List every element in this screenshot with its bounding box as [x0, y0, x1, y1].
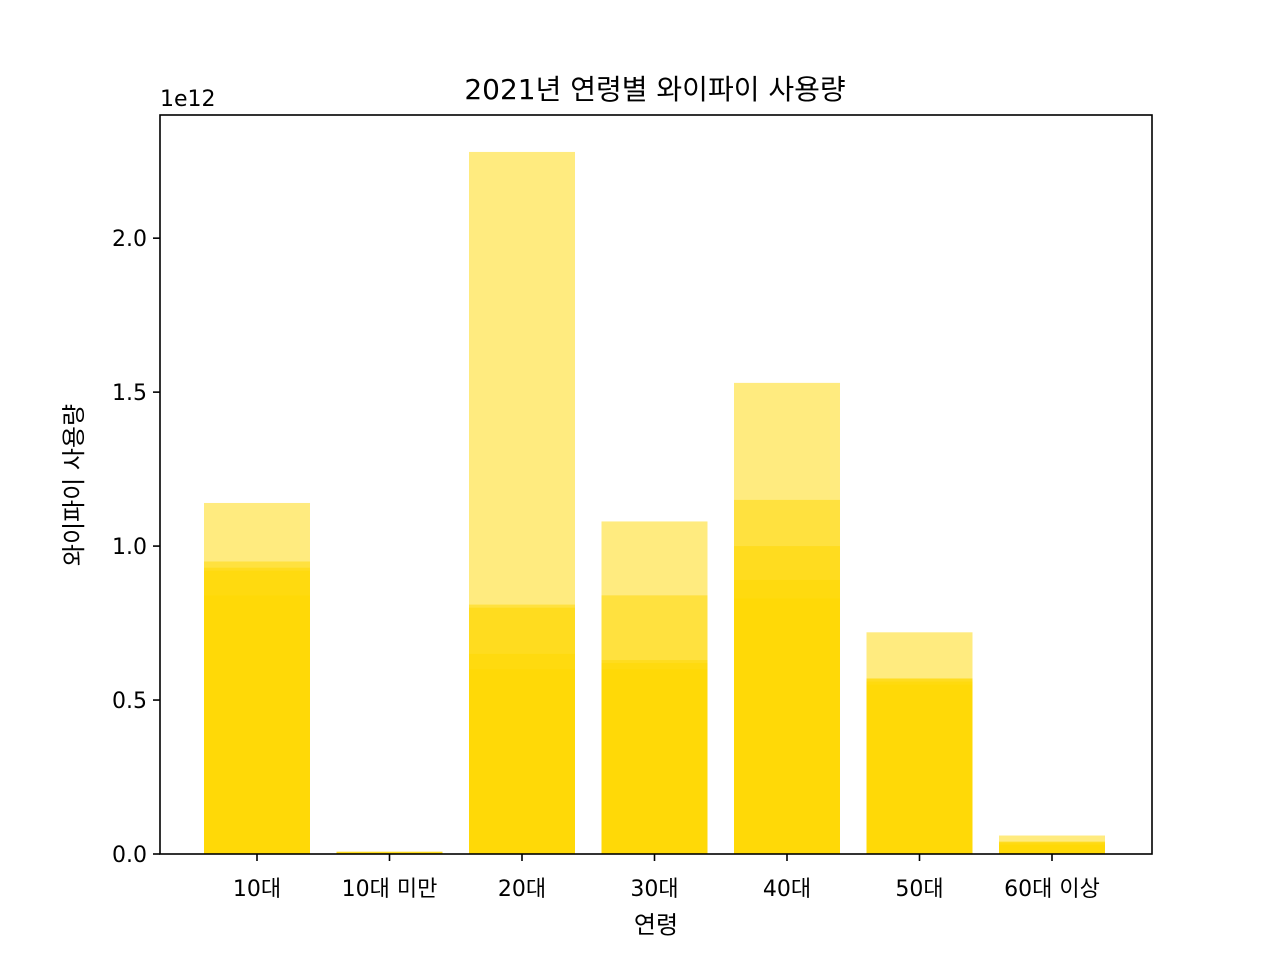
x-axis-label: 연령	[634, 911, 678, 939]
y-tick-label-3: 1.0	[112, 535, 147, 560]
x-tick-label-6: 50대	[895, 877, 943, 902]
bar-5-6	[867, 632, 973, 854]
bar-5-5	[734, 383, 840, 854]
y-axis: 0.0 0.5 1.0 1.5 2.0	[112, 227, 160, 868]
y-tick-label-4: 1.5	[112, 381, 147, 406]
y-axis-label: 와이파이 사용량	[60, 404, 88, 566]
x-axis: 10대 10대 미만 20대 30대 40대 50대 60대 이상	[233, 854, 1100, 902]
bar-5-1	[204, 503, 310, 854]
chart-title: 2021년 연령별 와이파이 사용량	[464, 73, 845, 106]
x-tick-label-2: 10대 미만	[342, 877, 438, 902]
bar-5-3	[469, 152, 575, 854]
x-tick-label-7: 60대 이상	[1004, 877, 1100, 902]
y-tick-label-1: 0.0	[112, 843, 147, 868]
y-tick-label-2: 0.5	[112, 689, 147, 714]
bar-5-7	[999, 836, 1105, 854]
x-tick-label-1: 10대	[233, 877, 281, 902]
y-offset-text: 1e12	[160, 87, 216, 112]
y-tick-label-5: 2.0	[112, 227, 147, 252]
bar-5-4	[602, 521, 708, 854]
x-tick-label-5: 40대	[763, 877, 811, 902]
x-tick-label-3: 20대	[498, 877, 546, 902]
bars-layer	[204, 152, 1105, 854]
x-tick-label-4: 30대	[630, 877, 678, 902]
